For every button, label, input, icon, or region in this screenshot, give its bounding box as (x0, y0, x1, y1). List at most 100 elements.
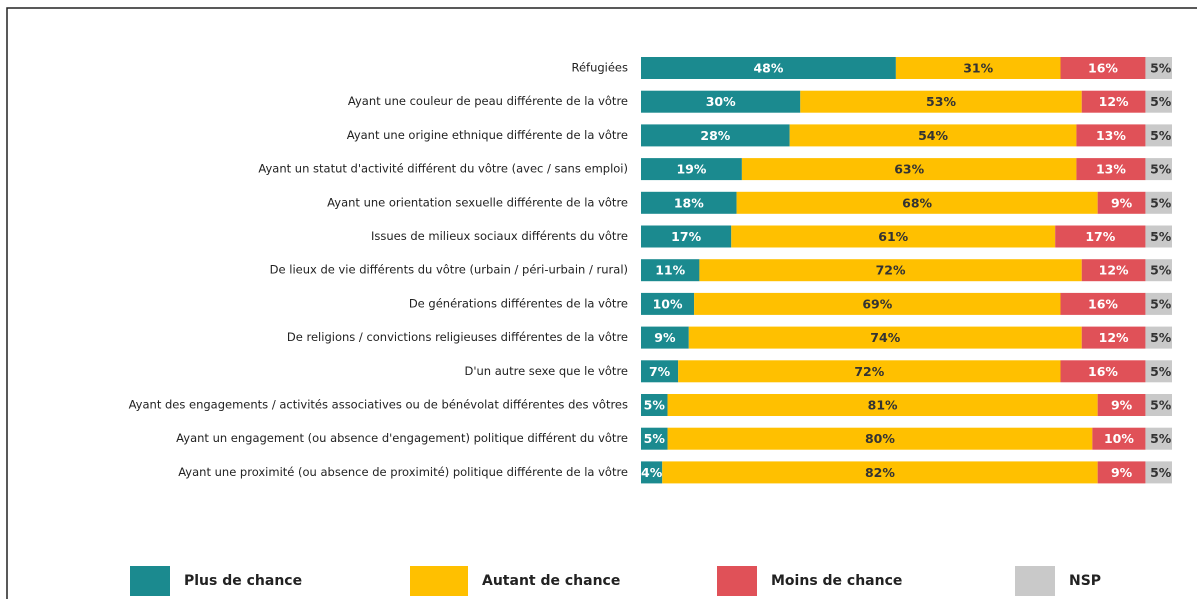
bar-segment (667, 394, 1098, 416)
bar-segment (1145, 259, 1172, 282)
bar-segment (699, 259, 1082, 282)
value-label: 68% (902, 195, 932, 210)
bar-segment (1145, 326, 1172, 349)
bar-segment (641, 394, 668, 416)
value-label: 7% (649, 364, 671, 379)
category-label: Réfugiées (571, 61, 628, 75)
category-label: Ayant un statut d'activité différent du … (258, 162, 628, 176)
value-label: 5% (1150, 94, 1172, 109)
category-label: D'un autre sexe que le vôtre (465, 364, 629, 378)
bar-segment (1145, 191, 1172, 214)
value-label: 12% (1099, 94, 1129, 109)
bar-segment (641, 360, 679, 383)
legend-swatch (130, 566, 170, 596)
value-label: 9% (1111, 398, 1133, 413)
value-label: 16% (1088, 61, 1118, 76)
bar-segment (736, 191, 1098, 214)
value-label: 19% (676, 162, 706, 177)
value-label: 69% (862, 296, 892, 311)
value-label: 5% (1150, 162, 1172, 177)
bar-segment (1097, 461, 1146, 484)
bar-segment (1060, 360, 1146, 383)
value-label: 53% (926, 94, 956, 109)
bar-segment (641, 461, 663, 484)
value-label: 9% (654, 330, 676, 345)
legend-swatch (717, 566, 757, 596)
value-label: 5% (644, 431, 666, 446)
value-label: 54% (918, 128, 948, 143)
value-label: 74% (870, 330, 900, 345)
bar-segment (641, 259, 700, 282)
value-label: 5% (1150, 398, 1172, 413)
value-label: 16% (1088, 296, 1118, 311)
value-label: 48% (753, 61, 783, 76)
value-label: 5% (1150, 296, 1172, 311)
legend-swatch (410, 566, 468, 596)
bar-segment (1145, 292, 1172, 315)
value-label: 63% (894, 162, 924, 177)
bar-segment (678, 360, 1061, 383)
category-label: De lieux de vie différents du vôtre (urb… (270, 263, 628, 277)
value-label: 9% (1111, 465, 1133, 480)
bar-segment (1097, 191, 1146, 214)
bar-segment (1145, 124, 1172, 147)
bar-segment (1055, 225, 1146, 248)
category-label: Ayant une couleur de peau différente de … (348, 94, 628, 108)
bar-segment (789, 124, 1077, 147)
legend-swatch (1015, 566, 1055, 596)
bar-segment (731, 225, 1056, 248)
value-label: 5% (1150, 263, 1172, 278)
bar-segment (1060, 57, 1146, 79)
category-label: Issues de milieux sociaux différents du … (371, 229, 628, 243)
bar-segment (641, 191, 737, 214)
bar-segment (641, 57, 896, 79)
value-label: 5% (644, 398, 666, 413)
value-label: 5% (1150, 431, 1172, 446)
bar-segment (1097, 394, 1146, 416)
bar-segment (800, 90, 1082, 113)
value-label: 4% (641, 465, 663, 480)
value-label: 82% (865, 465, 895, 480)
value-label: 17% (671, 229, 701, 244)
category-label: Ayant une orientation sexuelle différent… (327, 195, 628, 209)
legend-label: Autant de chance (482, 573, 620, 589)
value-label: 72% (854, 364, 884, 379)
value-label: 72% (876, 263, 906, 278)
value-label: 18% (674, 195, 704, 210)
value-label: 13% (1096, 162, 1126, 177)
value-label: 5% (1150, 330, 1172, 345)
category-label: De religions / convictions religieuses d… (287, 330, 628, 344)
bar-segment (667, 427, 1093, 450)
bar-segment (641, 124, 790, 147)
value-label: 28% (700, 128, 730, 143)
category-label: Ayant des engagements / activités associ… (129, 398, 628, 412)
bar-segment (1076, 124, 1146, 147)
value-label: 5% (1150, 465, 1172, 480)
category-label: Ayant une proximité (ou absence de proxi… (178, 465, 628, 479)
value-label: 16% (1088, 364, 1118, 379)
bar-segment (641, 158, 742, 181)
frame (6, 7, 1197, 599)
bar-segment (1145, 57, 1172, 79)
value-label: 31% (963, 61, 993, 76)
value-label: 30% (706, 94, 736, 109)
bar-segment (1145, 225, 1172, 248)
bar-segment (1145, 427, 1172, 450)
bar-segment (694, 292, 1061, 315)
value-label: 12% (1099, 330, 1129, 345)
bar-segment (641, 90, 801, 113)
value-label: 81% (868, 398, 898, 413)
bar-segment (662, 461, 1098, 484)
category-label: Ayant un engagement (ou absence d'engage… (176, 431, 628, 445)
value-label: 13% (1096, 128, 1126, 143)
bar-segment (641, 427, 668, 450)
value-label: 17% (1085, 229, 1115, 244)
bar-segment (1145, 394, 1172, 416)
value-label: 12% (1099, 263, 1129, 278)
bar-segment (1081, 90, 1146, 113)
value-label: 5% (1150, 61, 1172, 76)
bar-segment (741, 158, 1077, 181)
bar-segment (1076, 158, 1146, 181)
bar-segment (1092, 427, 1146, 450)
category-label: De générations différentes de la vôtre (409, 296, 628, 310)
